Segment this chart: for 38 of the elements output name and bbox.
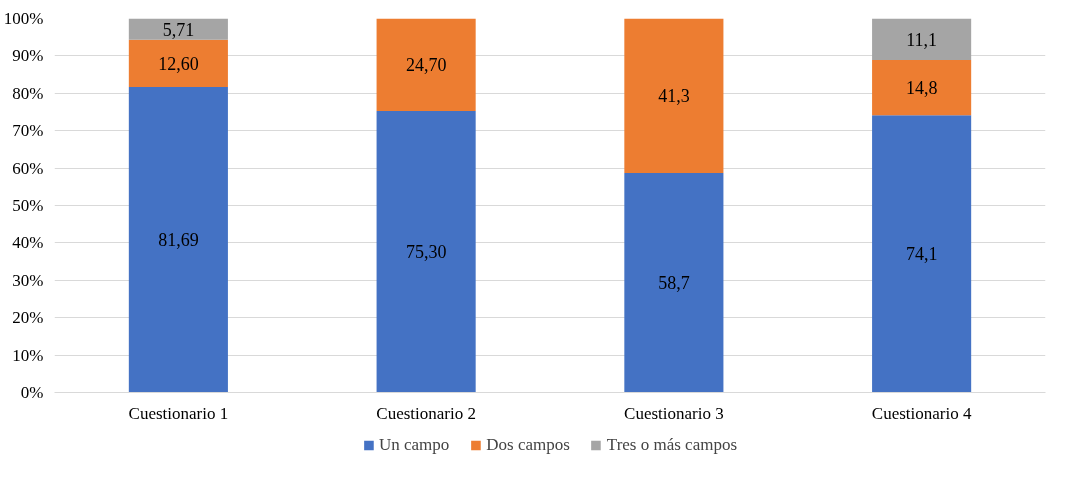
y-tick-label: 80% (12, 83, 44, 103)
y-tick-label: 60% (12, 158, 44, 178)
bar (128, 39, 228, 87)
data-label: 14,8 (905, 78, 938, 99)
y-tick-label: 50% (12, 196, 44, 215)
legend-label: Un campo (378, 435, 450, 455)
y-tick-label: 10% (12, 345, 44, 365)
legend-label: Dos campos (486, 435, 570, 455)
y-tick-label: 100% (3, 9, 44, 28)
bar (872, 115, 972, 393)
y-tick-label: 0% (20, 383, 44, 402)
x-tick-label: Cuestionario 2 (376, 403, 476, 423)
y-tick-label: 20% (12, 308, 44, 328)
y-tick-label: 90% (12, 46, 44, 66)
x-tick-label: Cuestionario 3 (624, 403, 724, 423)
bar (376, 18, 476, 111)
bar (376, 110, 476, 393)
x-tick-label: Cuestionario 4 (871, 403, 972, 423)
data-label: 41,3 (658, 86, 690, 107)
data-label: 81,69 (158, 230, 199, 251)
bar (624, 18, 724, 173)
bar (128, 86, 228, 393)
data-label: 5,71 (162, 19, 195, 40)
x-tick-label: Cuestionario 1 (128, 403, 229, 423)
data-label: 24,70 (405, 55, 447, 76)
bar (872, 18, 972, 61)
data-label: 58,7 (658, 273, 690, 294)
y-tick-label: 40% (12, 233, 44, 253)
data-label: 74,1 (905, 244, 938, 265)
data-label: 12,60 (158, 53, 199, 74)
bar (624, 172, 724, 393)
bar (128, 18, 228, 40)
data-label: 75,30 (405, 242, 447, 263)
data-label: 11,1 (906, 29, 938, 50)
bar (872, 60, 972, 116)
y-tick-label: 70% (12, 121, 44, 141)
y-tick-label: 30% (12, 270, 44, 290)
legend-label: Tres o más campos (606, 435, 738, 455)
